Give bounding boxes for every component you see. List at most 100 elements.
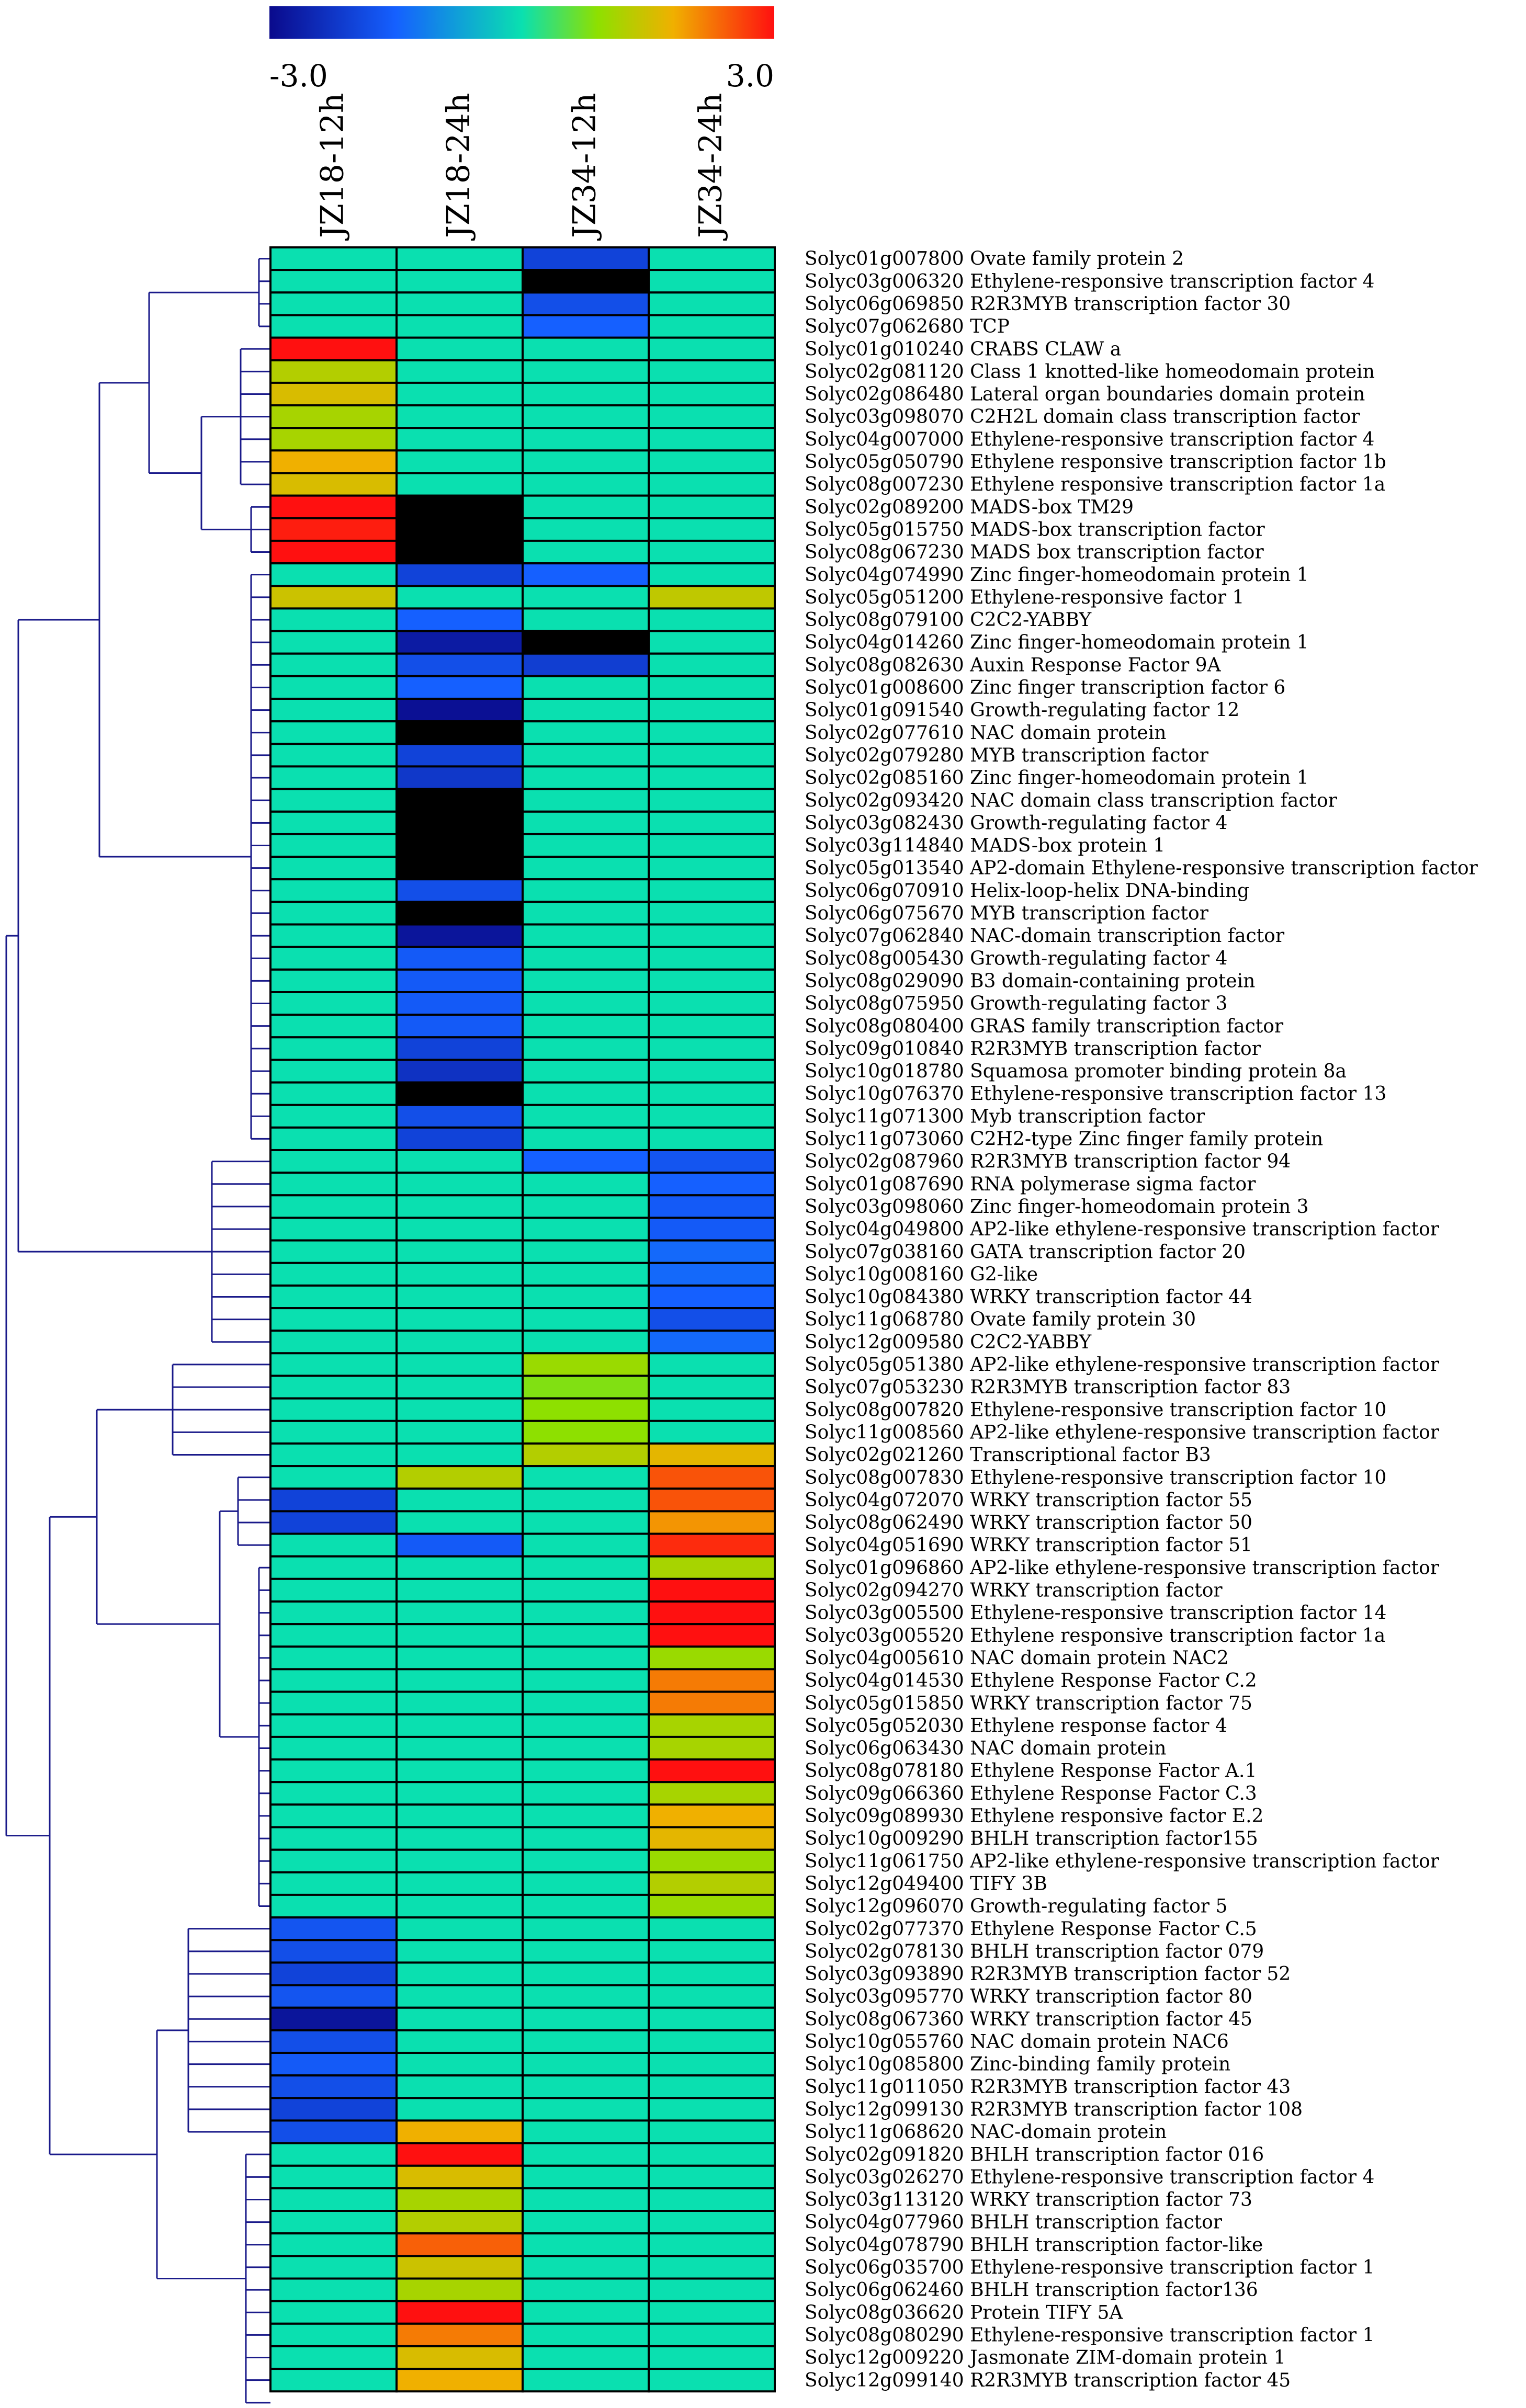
row-label: Solyc04g049800 AP2-like ethylene-respons… (805, 1219, 1440, 1240)
heatmap-cell (648, 675, 776, 700)
heatmap-cell (522, 1014, 650, 1039)
heatmap-cell (269, 494, 398, 519)
row-label: Solyc08g075950 Growth-regulating factor … (805, 993, 1227, 1015)
heatmap-cell (522, 652, 650, 677)
row-label: Solyc03g006320 Ethylene-responsive trans… (805, 271, 1374, 292)
heatmap-cell (648, 1781, 776, 1806)
row-label: Solyc06g062460 BHLH transcription factor… (805, 2279, 1258, 2301)
heatmap-cell (522, 269, 650, 294)
row-label: Solyc01g087690 RNA polymerase sigma fact… (805, 1174, 1256, 1195)
row-label: Solyc04g078790 BHLH transcription factor… (805, 2234, 1263, 2256)
heatmap-cell (648, 1149, 776, 1174)
heatmap-cell (395, 1487, 524, 1513)
heatmap-cell (522, 923, 650, 948)
heatmap-cell (395, 2119, 524, 2144)
heatmap-cell (395, 1781, 524, 1806)
heatmap-cell (395, 1668, 524, 1693)
colorbar-min-label: -3.0 (269, 58, 328, 94)
row-label: Solyc10g008160 G2-like (805, 1264, 1038, 1285)
row-label: Solyc08g078180 Ethylene Response Factor … (805, 1760, 1257, 1782)
heatmap-cell (648, 1713, 776, 1738)
row-label: Solyc11g073060 C2H2-type Zinc finger fam… (805, 1129, 1323, 1150)
heatmap-cell (269, 1984, 398, 2009)
heatmap-cell (522, 246, 650, 271)
heatmap-cell (522, 2255, 650, 2280)
heatmap-cell (395, 1465, 524, 1490)
heatmap-cell (648, 788, 776, 813)
heatmap-cell (522, 2074, 650, 2099)
row-label: Solyc11g068620 NAC-domain protein (805, 2121, 1167, 2143)
row-label: Solyc06g070910 Helix-loop-helix DNA-bind… (805, 880, 1249, 902)
heatmap-cell (522, 1510, 650, 1535)
heatmap-cell (648, 291, 776, 316)
heatmap-cell (522, 788, 650, 813)
heatmap-cell (648, 1397, 776, 1422)
heatmap-cell (395, 743, 524, 768)
heatmap-cell (648, 2052, 776, 2077)
row-label: Solyc09g089930 Ethylene responsive facto… (805, 1805, 1263, 1827)
heatmap-cell (648, 1262, 776, 1287)
heatmap-cell (522, 1465, 650, 1490)
row-label: Solyc08g062490 WRKY transcription factor… (805, 1512, 1252, 1534)
heatmap-cell (648, 1600, 776, 1626)
row-label: Solyc10g018780 Squamosa promoter binding… (805, 1061, 1347, 1082)
heatmap-cell (269, 1848, 398, 1873)
heatmap-cell (648, 901, 776, 926)
row-label: Solyc09g010840 R2R3MYB transcription fac… (805, 1038, 1261, 1060)
heatmap-cell (269, 2119, 398, 2144)
heatmap-cell (395, 1939, 524, 1964)
heatmap-cell (269, 1081, 398, 1106)
heatmap-cell (269, 2300, 398, 2325)
heatmap-cell (522, 2097, 650, 2122)
heatmap-cell (648, 1194, 776, 1219)
heatmap-cell (648, 765, 776, 790)
heatmap-cell (522, 2322, 650, 2347)
heatmap-cell (648, 359, 776, 384)
heatmap-cell (395, 878, 524, 903)
row-label: Solyc02g089200 MADS-box TM29 (805, 496, 1134, 518)
row-label: Solyc08g080400 GRAS family transcription… (805, 1016, 1284, 1037)
heatmap-cell (269, 1961, 398, 1986)
heatmap-cell (269, 2368, 398, 2393)
row-label: Solyc03g113120 WRKY transcription factor… (805, 2189, 1252, 2211)
heatmap-cell (648, 1871, 776, 1896)
heatmap-cell (395, 2300, 524, 2325)
heatmap-cell (522, 765, 650, 790)
heatmap-cell (395, 1713, 524, 1738)
row-label: Solyc03g005500 Ethylene-responsive trans… (805, 1603, 1386, 1624)
row-label: Solyc01g007800 Ovate family protein 2 (805, 248, 1184, 270)
heatmap-cell (269, 1104, 398, 1129)
heatmap-cell (522, 1217, 650, 1242)
column-header: JZ34-12h (567, 93, 603, 241)
heatmap-cell (522, 878, 650, 903)
heatmap-cell (395, 585, 524, 610)
heatmap-cell (648, 1939, 776, 1964)
heatmap-cell (522, 1104, 650, 1129)
heatmap-cell (648, 1961, 776, 1986)
heatmap-cell (648, 1330, 776, 1355)
row-label: Solyc05g013540 AP2-domain Ethylene-respo… (805, 858, 1478, 879)
heatmap-cell (648, 1036, 776, 1061)
heatmap-cell (395, 765, 524, 790)
heatmap-cell (522, 1126, 650, 1151)
heatmap-cell (522, 1262, 650, 1287)
heatmap-cell (522, 494, 650, 519)
heatmap-cell (648, 878, 776, 903)
heatmap-cell (522, 1555, 650, 1580)
heatmap-cell (648, 1442, 776, 1468)
heatmap-cell (395, 1893, 524, 1919)
heatmap-cell (395, 946, 524, 971)
heatmap-cell (395, 1126, 524, 1151)
heatmap-cell (395, 720, 524, 745)
heatmap-cell (269, 1532, 398, 1558)
row-label: Solyc04g051690 WRKY transcription factor… (805, 1535, 1252, 1556)
heatmap-cell (648, 833, 776, 858)
heatmap-cell (648, 1510, 776, 1535)
heatmap-cell (522, 1081, 650, 1106)
heatmap-cell (648, 1419, 776, 1445)
heatmap-cell (395, 2142, 524, 2167)
row-label: Solyc05g015750 MADS-box transcription fa… (805, 519, 1265, 541)
row-label: Solyc10g076370 Ethylene-responsive trans… (805, 1083, 1386, 1105)
heatmap-cell (648, 923, 776, 948)
heatmap-cell (648, 743, 776, 768)
